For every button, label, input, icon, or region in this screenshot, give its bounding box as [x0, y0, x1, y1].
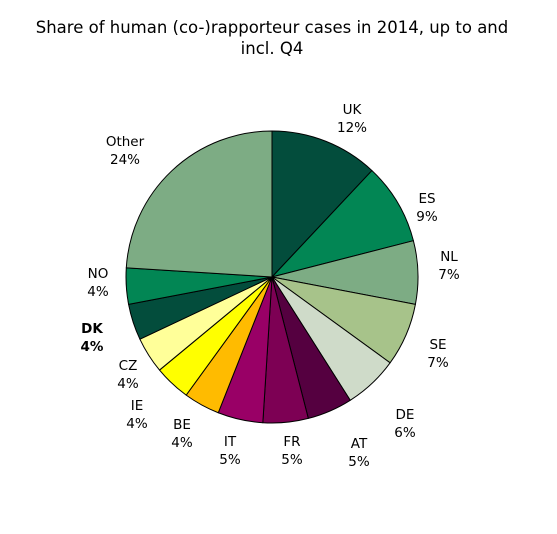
slice-label-nl: NL — [440, 249, 458, 265]
slice-label-es: ES — [418, 191, 435, 207]
slice-label-no: NO — [88, 266, 109, 282]
slice-label-cz: CZ — [119, 358, 138, 374]
slice-label-ie: IE — [131, 398, 144, 414]
chart-title-line-1: Share of human (co-)rapporteur cases in … — [36, 18, 509, 37]
pie-slice-other — [125, 130, 273, 278]
slice-value-at: 5% — [348, 454, 370, 470]
slice-value-it: 5% — [219, 452, 241, 468]
slice-label-dk: DK — [81, 321, 103, 337]
pie-slices — [125, 130, 419, 424]
slice-label-de: DE — [396, 407, 415, 423]
slice-value-de: 6% — [394, 425, 416, 441]
slice-value-cz: 4% — [117, 376, 139, 392]
slice-value-other: 24% — [110, 152, 140, 168]
slice-value-uk: 12% — [337, 120, 367, 136]
slice-value-nl: 7% — [438, 267, 460, 283]
slice-label-se: SE — [429, 337, 446, 353]
slice-label-be: BE — [173, 417, 191, 433]
pie-slice-es — [271, 170, 414, 278]
slice-value-be: 4% — [171, 435, 193, 451]
slice-label-uk: UK — [343, 102, 363, 118]
slice-value-ie: 4% — [126, 416, 148, 432]
slice-label-at: AT — [351, 436, 368, 452]
slice-value-fr: 5% — [281, 452, 303, 468]
slice-label-it: IT — [224, 434, 237, 450]
pie-slice-uk — [271, 130, 373, 278]
slice-value-dk: 4% — [81, 339, 104, 355]
pie-labels: UK 12% ES 9% NL 7% SE 7% DE 6% AT 5% FR 5% IT 5% BE 4% IE 4… — [81, 102, 460, 470]
slice-label-fr: FR — [283, 434, 300, 450]
slice-value-se: 7% — [427, 355, 449, 371]
slice-label-other: Other — [106, 134, 145, 150]
slice-value-no: 4% — [87, 284, 109, 300]
slice-value-es: 9% — [416, 209, 438, 225]
chart-title-line-2: incl. Q4 — [241, 39, 304, 58]
